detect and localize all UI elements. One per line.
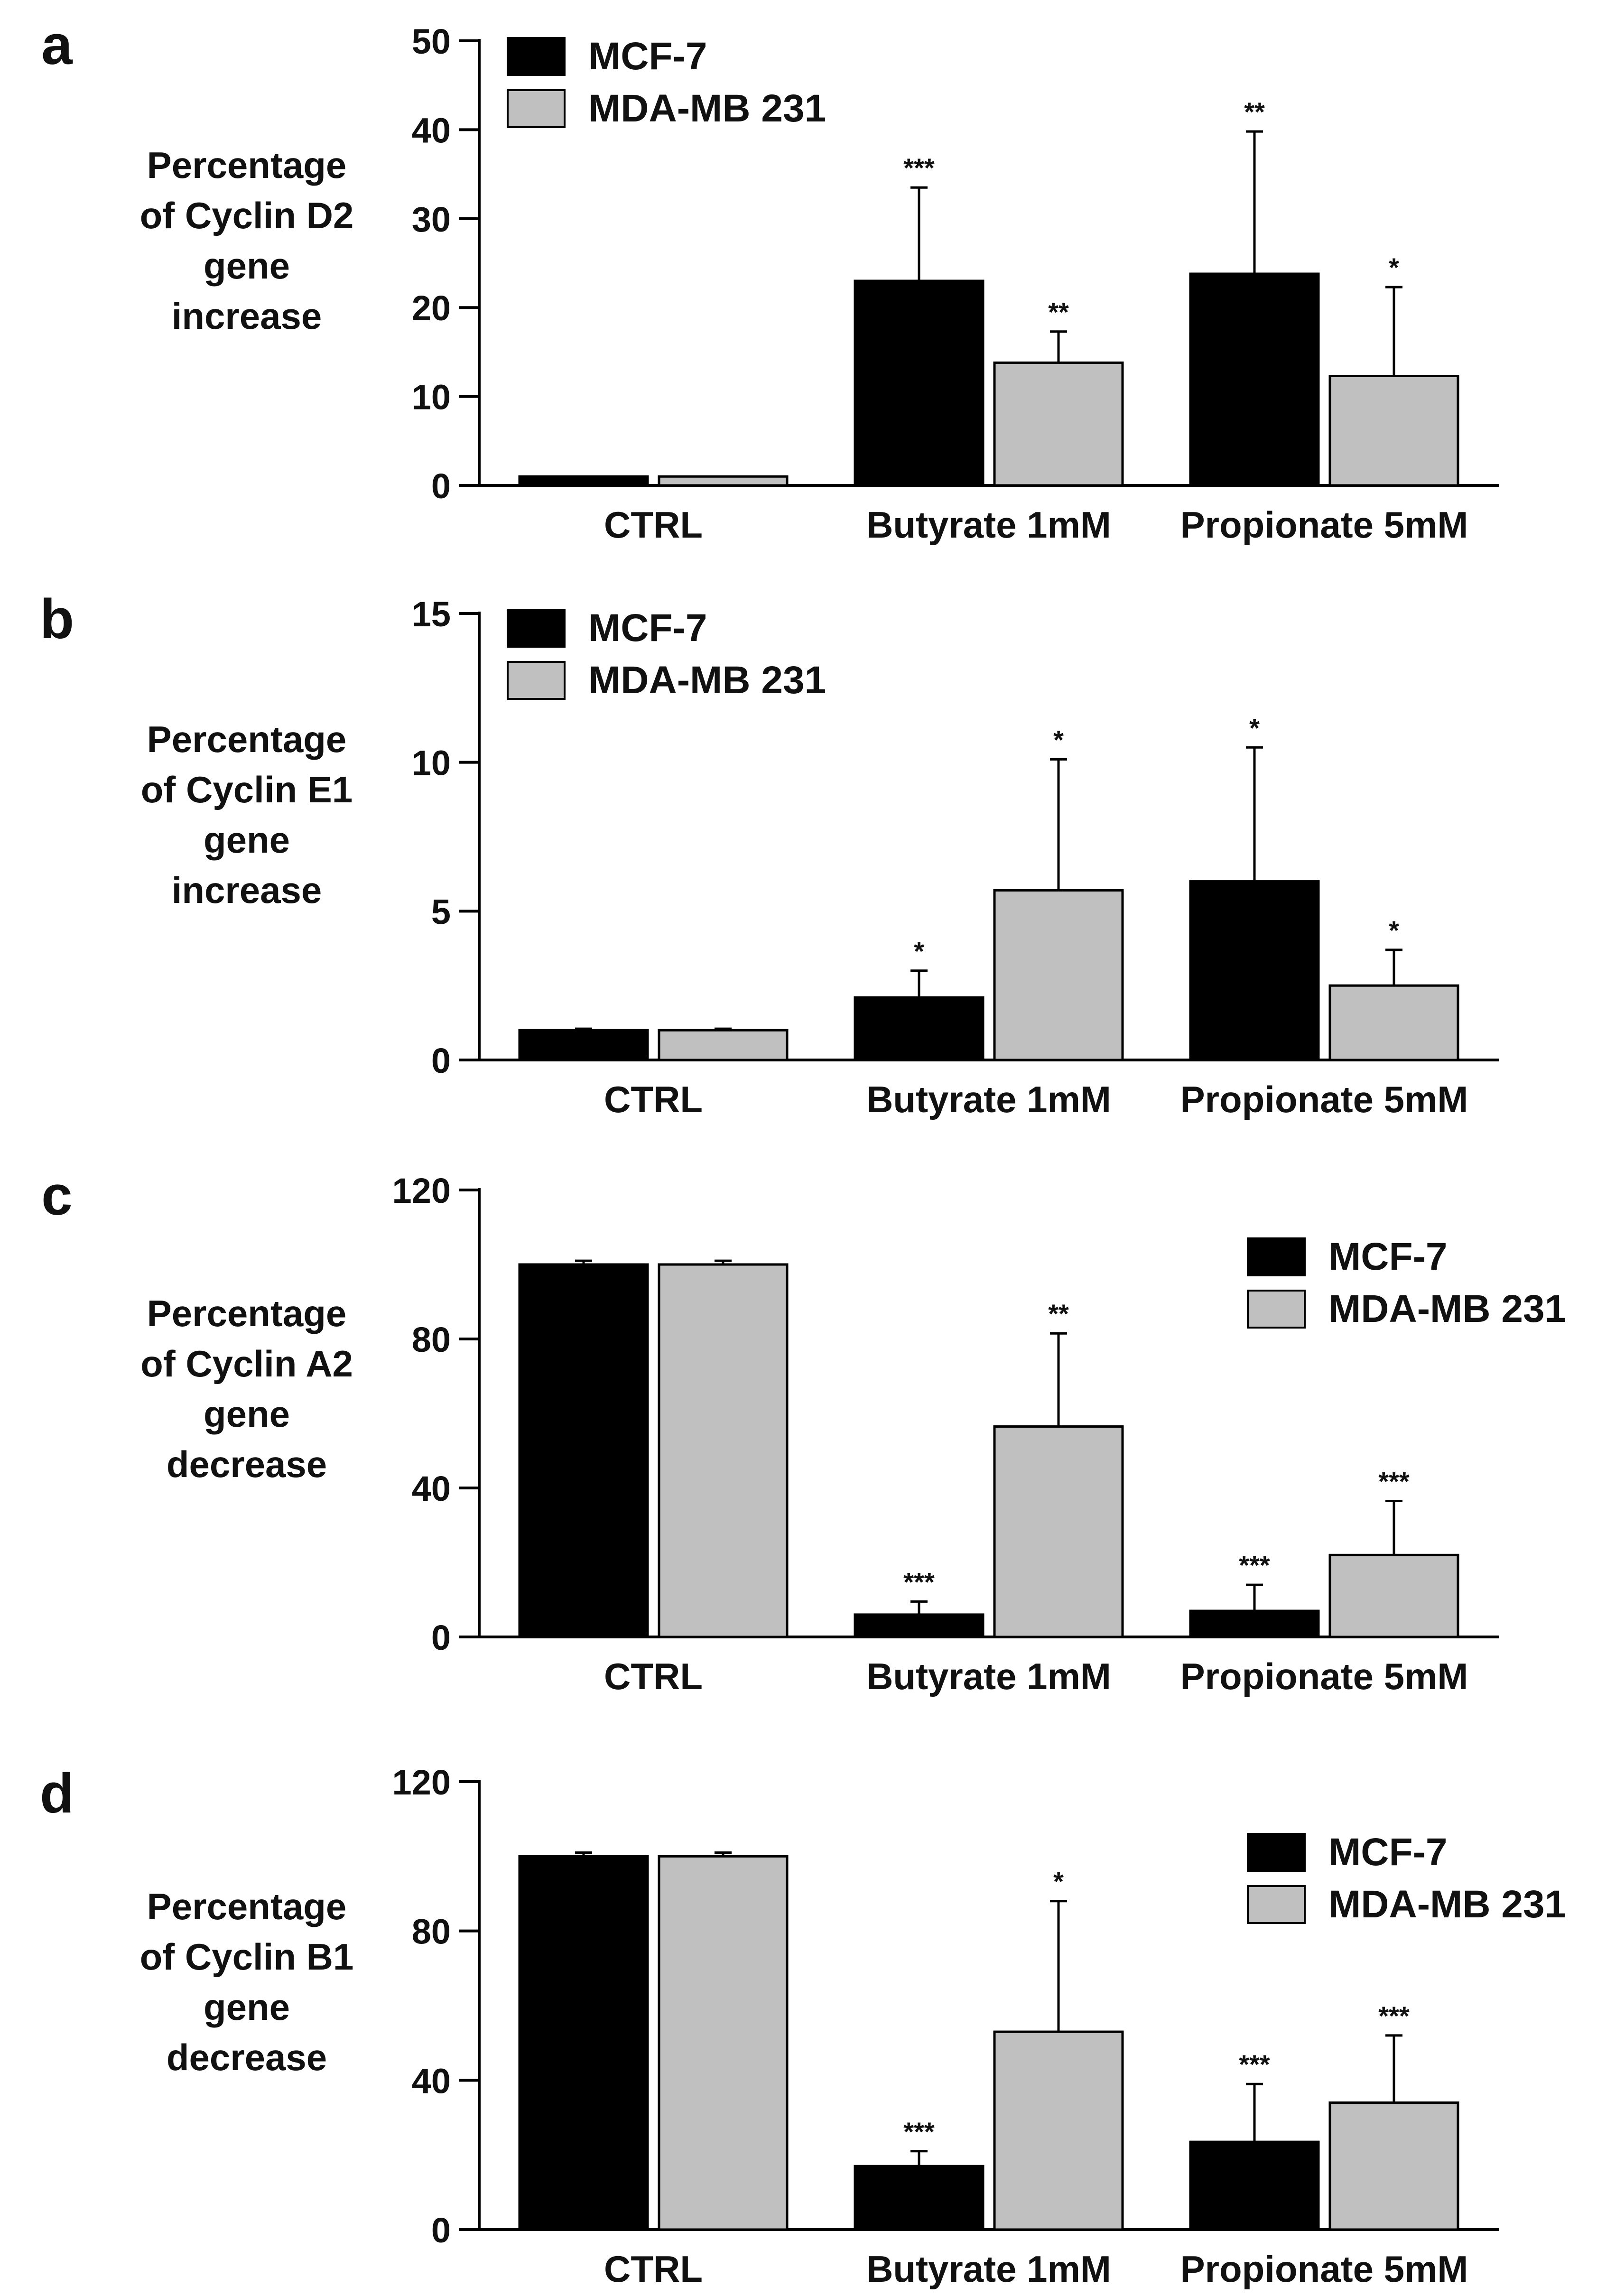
- significance-stars: ***: [903, 1567, 935, 1597]
- legend-swatch: [507, 89, 566, 128]
- significance-stars: ***: [903, 153, 935, 183]
- bar-mcf7: [518, 1029, 649, 1061]
- y-tick-label: 5: [431, 892, 451, 931]
- x-tick-label: Propionate 5mM: [1180, 1078, 1468, 1120]
- significance-stars: *: [1053, 1867, 1064, 1896]
- significance-stars: *: [1389, 915, 1399, 945]
- bar-mdamb231: [1328, 984, 1459, 1061]
- chart-panel-b: b Percentage of Cyclin E1 gene increase 0 5 10 1…: [40, 588, 1499, 1120]
- legend-swatch: [1247, 1885, 1306, 1924]
- legend-swatch: [507, 661, 566, 700]
- bar-mcf7: [518, 475, 649, 487]
- panel-label: d: [40, 1762, 74, 1825]
- bar-mdamb231: [993, 361, 1124, 487]
- legend-swatch: [1247, 1833, 1306, 1872]
- y-tick-label: 0: [431, 2211, 451, 2250]
- x-tick-label: CTRL: [604, 1078, 703, 1120]
- significance-stars: *: [1249, 713, 1260, 743]
- legend-swatch: [507, 37, 566, 76]
- y-tick-label: 40: [412, 1469, 451, 1508]
- legend-swatch: [507, 609, 566, 648]
- y-tick-label: 0: [431, 466, 451, 506]
- bar-mcf7: [1189, 272, 1320, 487]
- legend-swatch: [1247, 1237, 1306, 1276]
- y-tick-label: 30: [412, 200, 451, 239]
- bar-mcf7: [854, 279, 984, 487]
- y-tick-label: 120: [392, 1763, 451, 1802]
- bar-mcf7: [854, 996, 984, 1061]
- x-tick-label: CTRL: [604, 504, 703, 546]
- y-tick-label: 10: [412, 378, 451, 417]
- chart-panel-c: c Percentage of Cyclin A2 gene decrease 0 40 80…: [41, 1164, 1566, 1697]
- y-tick-label: 120: [392, 1171, 451, 1210]
- bar-mdamb231: [993, 2030, 1124, 2231]
- significance-stars: *: [914, 936, 924, 966]
- significance-stars: *: [1053, 725, 1064, 754]
- significance-stars: **: [1048, 1299, 1069, 1329]
- legend-swatch: [1247, 1290, 1306, 1329]
- significance-stars: **: [1048, 297, 1069, 327]
- y-tick-label: 0: [431, 1618, 451, 1657]
- legend-label: MCF-7: [588, 606, 707, 650]
- bar-mcf7: [854, 1613, 984, 1638]
- y-axis-label: Percentage of Cyclin A2 gene decrease: [140, 1292, 353, 1485]
- y-tick-label: 0: [431, 1041, 451, 1080]
- bar-mdamb231: [993, 1425, 1124, 1638]
- legend-label: MDA-MB 231: [1328, 1287, 1566, 1330]
- bar-mdamb231: [658, 1855, 789, 2231]
- y-tick-label: 80: [412, 1320, 451, 1359]
- significance-stars: ***: [1239, 1550, 1270, 1580]
- legend-label: MDA-MB 231: [1328, 1883, 1566, 1926]
- x-tick-label: Propionate 5mM: [1180, 504, 1468, 546]
- y-axis-label: Percentage of Cyclin D2 gene increase: [140, 144, 354, 337]
- bar-mdamb231: [658, 1263, 789, 1638]
- chart-panel-a: a Percentage of Cyclin D2 gene increase 0 10 20…: [41, 14, 1499, 546]
- significance-stars: ***: [1378, 2001, 1410, 2031]
- panel-label: a: [41, 14, 73, 76]
- legend-label: MCF-7: [588, 35, 707, 78]
- bar-mcf7: [518, 1263, 649, 1638]
- bar-mdamb231: [993, 889, 1124, 1061]
- significance-stars: ***: [903, 2117, 935, 2147]
- significance-stars: ***: [1378, 1466, 1410, 1496]
- legend-label: MDA-MB 231: [588, 87, 826, 130]
- y-tick-label: 80: [412, 1912, 451, 1952]
- legend-label: MCF-7: [1328, 1831, 1448, 1874]
- panel-label: b: [40, 588, 74, 651]
- legend-label: MCF-7: [1328, 1235, 1448, 1278]
- y-tick-label: 40: [412, 2061, 451, 2101]
- y-tick-label: 15: [412, 595, 451, 634]
- y-tick-label: 50: [412, 22, 451, 61]
- chart-panel-d: d Percentage of Cyclin B1 gene decrease 0 40 80…: [40, 1762, 1566, 2290]
- bar-mdamb231: [1328, 1553, 1459, 1638]
- x-tick-label: CTRL: [604, 2248, 703, 2290]
- bar-mdamb231: [658, 1029, 789, 1061]
- x-tick-label: Propionate 5mM: [1180, 2248, 1468, 2290]
- bar-mcf7: [1189, 880, 1320, 1061]
- y-tick-label: 20: [412, 288, 451, 328]
- significance-stars: ***: [1239, 2049, 1270, 2079]
- significance-stars: *: [1389, 252, 1399, 282]
- bar-mcf7: [854, 2165, 984, 2231]
- x-tick-label: CTRL: [604, 1655, 703, 1697]
- y-axis-label: Percentage of Cyclin E1 gene increase: [141, 718, 353, 911]
- bar-mcf7: [1189, 1609, 1320, 1638]
- x-tick-label: Butyrate 1mM: [866, 2248, 1111, 2290]
- significance-stars: **: [1244, 97, 1265, 127]
- panel-label: c: [41, 1164, 73, 1227]
- y-tick-label: 10: [412, 744, 451, 783]
- x-tick-label: Butyrate 1mM: [866, 1078, 1111, 1120]
- x-tick-label: Propionate 5mM: [1180, 1655, 1468, 1697]
- bar-mdamb231: [1328, 2101, 1459, 2231]
- bar-mdamb231: [658, 475, 789, 487]
- bar-mcf7: [1189, 2140, 1320, 2231]
- x-tick-label: Butyrate 1mM: [866, 1655, 1111, 1697]
- x-tick-label: Butyrate 1mM: [866, 504, 1111, 546]
- bar-mdamb231: [1328, 374, 1459, 487]
- y-axis-label: Percentage of Cyclin B1 gene decrease: [140, 1886, 354, 2078]
- bar-mcf7: [518, 1855, 649, 2231]
- legend-label: MDA-MB 231: [588, 659, 826, 702]
- y-tick-label: 40: [412, 111, 451, 150]
